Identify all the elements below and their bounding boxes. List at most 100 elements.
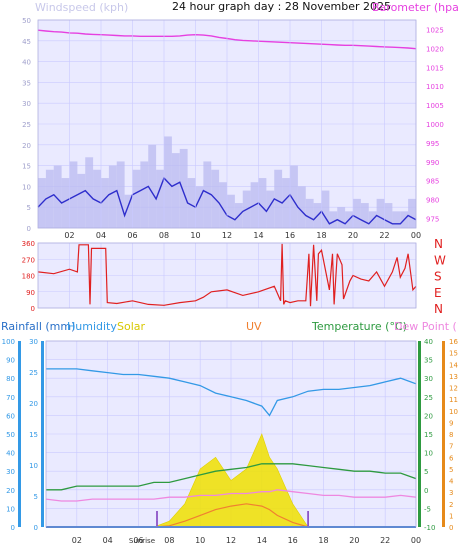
- humidity-tick-label: 30: [6, 468, 15, 476]
- temperature-tick-label: 5: [424, 468, 428, 476]
- gust-bar: [148, 144, 157, 228]
- hour-tick-label: 12: [222, 231, 232, 240]
- gust-bar: [282, 178, 290, 228]
- hour-tick-label: 04: [103, 536, 113, 544]
- uv-tick-label: 5: [449, 466, 453, 474]
- windspeed-tick-label: 15: [22, 163, 31, 171]
- gust-bar: [353, 198, 361, 228]
- humidity-tick-label: 90: [6, 357, 15, 365]
- gust-bar: [384, 203, 393, 228]
- humidity-axis-bar: [18, 341, 21, 527]
- temperature-line: [46, 463, 417, 491]
- barometer-tick-label: 975: [426, 216, 439, 224]
- gust-bar: [392, 211, 401, 228]
- humidity-line: [46, 368, 417, 417]
- gust-bar: [77, 173, 86, 228]
- legend-humidity: Humidity: [67, 320, 117, 333]
- rain-tick-label: 15: [29, 431, 38, 439]
- gust-bar: [179, 148, 188, 228]
- barometer-axis-title: Barometer (hpa): [372, 1, 458, 14]
- chart-title: 24 hour graph day : 28 November 2025: [172, 0, 391, 13]
- windspeed-axis-title: Windspeed (kph): [35, 1, 128, 14]
- uv-tick-label: 11: [449, 396, 458, 404]
- gust-bar: [408, 198, 416, 228]
- barometer-tick-label: 985: [426, 178, 439, 186]
- rain-tick-label: 20: [29, 400, 38, 408]
- temperature-tick-label: 15: [424, 431, 433, 439]
- rain-humidity-temp-panel: 0102030405060708090100051015202530-10-50…: [2, 338, 458, 545]
- gust-bar: [108, 165, 117, 228]
- windspeed-tick-label: 20: [22, 142, 31, 150]
- uv-tick-label: 16: [449, 338, 458, 346]
- humidity-tick-label: 60: [6, 412, 15, 420]
- plot-border: [45, 340, 417, 528]
- temperature-tick-label: 20: [424, 412, 433, 420]
- gust-bar: [297, 186, 306, 228]
- gust-bar: [305, 198, 314, 228]
- windspeed-tick-label: 45: [22, 38, 31, 46]
- gust-bar: [376, 198, 385, 228]
- rain-tick-label: 25: [29, 369, 38, 377]
- uv-tick-label: 6: [449, 454, 454, 462]
- hour-tick-label: 22: [379, 231, 389, 240]
- hour-tick-label: 20: [349, 536, 359, 544]
- hour-tick-label: 16: [285, 231, 295, 240]
- uv-tick-label: 4: [449, 478, 454, 486]
- gust-bar: [156, 169, 164, 228]
- uv-tick-label: 10: [449, 408, 458, 416]
- gust-bar: [93, 169, 101, 228]
- uv-tick-label: 0: [449, 524, 453, 532]
- hour-tick-label: 12: [226, 536, 236, 544]
- gust-bar: [124, 194, 133, 228]
- gust-bar: [321, 190, 330, 228]
- gust-bar: [266, 190, 275, 228]
- uv-tick-label: 13: [449, 373, 458, 381]
- compass-label: N: [434, 302, 443, 316]
- hour-tick-label: 22: [380, 536, 390, 544]
- windspeed-tick-label: 0: [27, 225, 31, 233]
- gust-bar: [337, 207, 346, 228]
- direction-tick-label: 0: [31, 305, 35, 313]
- temperature-tick-label: 10: [424, 450, 433, 458]
- compass-label: N: [434, 237, 443, 251]
- compass-label: W: [434, 253, 446, 267]
- gust-bar: [187, 178, 196, 228]
- windspeed-tick-label: 5: [27, 204, 31, 212]
- hour-tick-label: 06: [133, 536, 143, 544]
- windspeed-tick-label: 40: [22, 59, 31, 67]
- direction-tick-label: 360: [22, 240, 35, 248]
- gust-bar: [53, 165, 62, 228]
- hour-tick-label: 14: [257, 536, 267, 544]
- temperature-tick-label: 35: [424, 357, 433, 365]
- uv-tick-label: 1: [449, 512, 453, 520]
- hour-tick-label: 08: [164, 536, 174, 544]
- hour-tick-label: 10: [190, 231, 200, 240]
- plot-border: [37, 19, 417, 229]
- direction-tick-label: 270: [22, 256, 35, 264]
- barometer-tick-label: 1005: [426, 102, 444, 110]
- humidity-tick-label: 20: [6, 487, 15, 495]
- gust-bar: [227, 194, 235, 228]
- hour-tick-label: 02: [72, 536, 82, 544]
- barometer-tick-label: 980: [426, 197, 439, 205]
- humidity-tick-label: 50: [6, 431, 15, 439]
- humidity-tick-label: 40: [6, 450, 15, 458]
- hour-tick-label: 04: [96, 231, 106, 240]
- gust-bar: [101, 178, 109, 228]
- gust-bar: [290, 165, 298, 228]
- hour-tick-label: 02: [64, 231, 74, 240]
- legend-uv: UV: [246, 320, 262, 333]
- legend-temperature: Temperature (°C): [311, 320, 407, 333]
- direction-tick-label: 180: [22, 273, 35, 281]
- windspeed-tick-label: 50: [22, 17, 31, 25]
- barometer-tick-label: 1020: [426, 45, 444, 53]
- hour-tick-label: 14: [253, 231, 263, 240]
- hour-tick-label: 10: [195, 536, 205, 544]
- rain-tick-label: 5: [34, 493, 38, 501]
- barometer-tick-label: 1025: [426, 26, 444, 34]
- legend-rainfall: Rainfall (mm): [1, 320, 75, 333]
- uv-tick-label: 15: [449, 350, 458, 358]
